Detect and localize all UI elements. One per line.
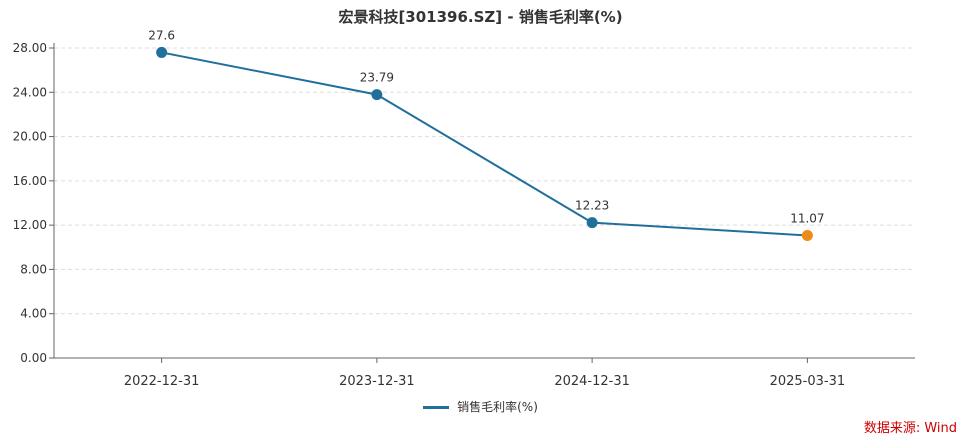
x-tick-label: 2024-12-31	[554, 374, 630, 389]
data-label: 11.07	[790, 211, 824, 225]
data-label: 23.79	[360, 71, 394, 85]
y-tick-label: 12.00	[13, 218, 47, 232]
source-note: 数据来源: Wind	[863, 421, 957, 436]
x-tick-label: 2022-12-31	[124, 374, 200, 389]
y-tick-label: 20.00	[13, 130, 47, 144]
legend-swatch	[423, 406, 450, 409]
chart-title: 宏景科技[301396.SZ] - 销售毛利率(%)	[338, 8, 623, 26]
data-point	[586, 217, 598, 229]
y-tick-label: 16.00	[13, 174, 47, 188]
y-tick-label: 24.00	[13, 85, 47, 99]
data-label: 27.6	[148, 28, 175, 42]
y-tick-label: 28.00	[13, 41, 47, 55]
y-tick-label: 8.00	[20, 262, 47, 276]
data-point	[801, 229, 813, 241]
data-point	[156, 46, 168, 58]
legend: 销售毛利率(%)	[0, 398, 961, 415]
data-point	[371, 89, 383, 101]
x-tick-label: 2023-12-31	[339, 374, 415, 389]
y-tick-label: 4.00	[20, 307, 47, 321]
y-tick-label: 0.00	[20, 351, 47, 365]
series-line	[161, 51, 808, 237]
x-tick-label: 2025-03-31	[770, 374, 846, 389]
data-label: 12.23	[575, 199, 609, 213]
legend-label: 销售毛利率(%)	[457, 400, 538, 414]
